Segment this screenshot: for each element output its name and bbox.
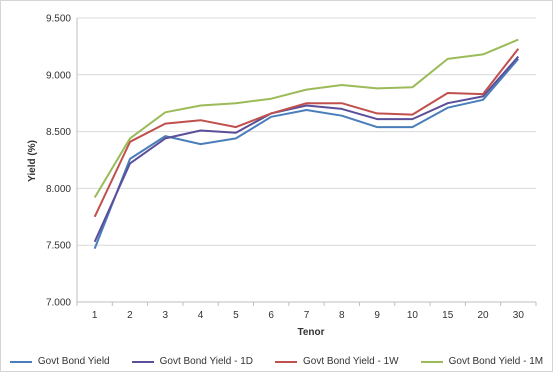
grid-lines (77, 17, 536, 246)
x-tick-label: 10 (407, 310, 419, 321)
legend-swatch (420, 360, 443, 363)
x-tick-label: 9 (374, 310, 380, 321)
series-lines (93, 38, 520, 249)
legend-swatch (275, 360, 297, 363)
x-tick-label: 2 (127, 310, 133, 321)
x-tick-label: 6 (268, 310, 274, 321)
series-line (93, 38, 519, 199)
legend-label: Govt Bond Yield (37, 356, 110, 367)
legend-item: Govt Bond Yield - 1W (275, 356, 399, 367)
legend-item: Govt Bond Yield - 1D (131, 356, 253, 367)
legend: Govt Bond Yield Govt Bond Yield - 1D Govt … (1, 356, 552, 367)
series-line (93, 58, 520, 249)
legend-item: Govt Bond Yield - 1M (420, 356, 544, 367)
legend-label: Govt Bond Yield - 1W (303, 356, 399, 367)
x-tick-label: 7 (304, 310, 310, 321)
legend-swatch (9, 360, 32, 363)
x-tick-label: 20 (477, 310, 489, 321)
legend-item: Govt Bond Yield (9, 356, 110, 367)
x-tick-label: 1 (92, 310, 98, 321)
y-axis-title: Yield (%) (27, 140, 38, 182)
legend-swatch (131, 360, 154, 363)
line-chart: 7.000 7.500 8.000 8.500 9.000 9.500 1 2 3 4 5 6 7 8 9 1… (27, 14, 537, 338)
y-tick-label: 8.500 (46, 127, 71, 138)
y-tick-label: 7.500 (46, 241, 71, 252)
x-tick-label: 3 (162, 310, 168, 321)
series-line (93, 48, 520, 218)
series-line (93, 55, 520, 243)
x-axis-title: Tenor (297, 327, 324, 338)
y-tick-label: 9.000 (46, 70, 71, 81)
y-tick-label: 7.000 (46, 298, 71, 309)
y-tick-label: 9.500 (46, 14, 71, 25)
x-tick-label: 15 (442, 310, 454, 321)
x-tick-label: 30 (513, 310, 525, 321)
legend-label: Govt Bond Yield - 1D (159, 356, 253, 367)
x-tick-label: 4 (198, 310, 204, 321)
x-tick-label: 5 (233, 310, 239, 321)
x-tick-label: 8 (339, 310, 345, 321)
legend-label: Govt Bond Yield - 1M (448, 356, 544, 367)
axes: 7.000 7.500 8.000 8.500 9.000 9.500 1 2 3 4 5 6 7 8 9 1… (46, 14, 537, 321)
y-tick-label: 8.000 (46, 184, 71, 195)
